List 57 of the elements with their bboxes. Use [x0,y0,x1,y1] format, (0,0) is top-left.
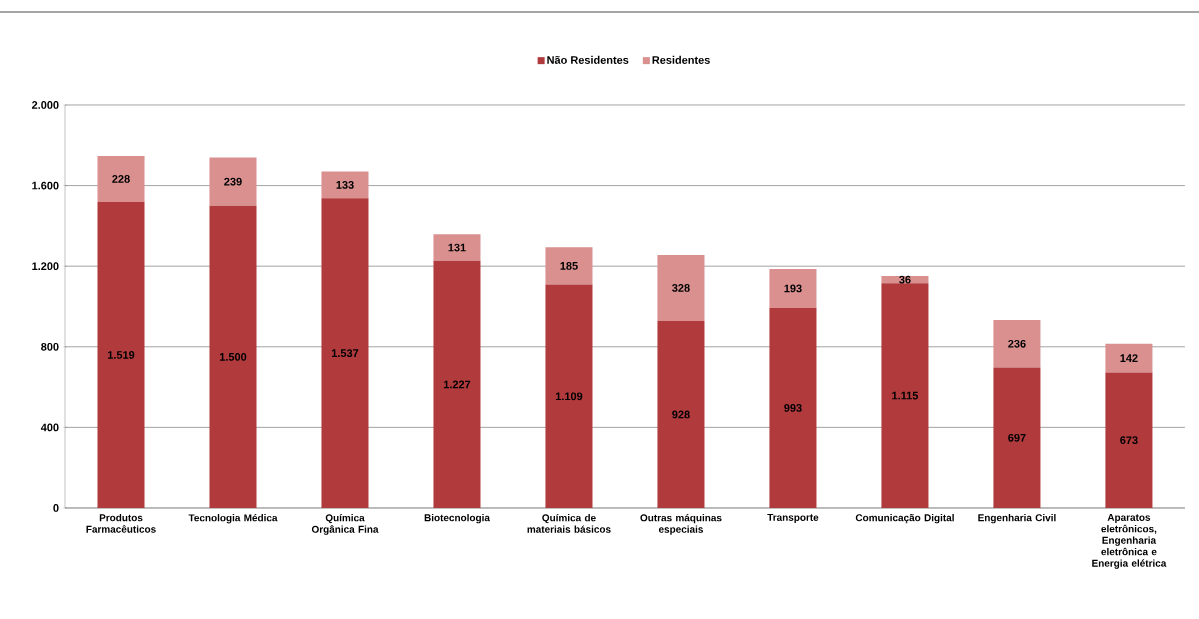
bar [657,254,705,321]
data-label: 131 [448,243,466,252]
x-tick-label: Outras máquinas especiais [640,513,722,535]
bar [545,284,593,508]
x-tick-label: Química de materiais básicos [527,513,611,533]
data-label: 1.115 [892,391,919,400]
x-tick-label: Tecnologia Médica [188,513,278,524]
x-tick-label: Comunicação Digital [855,513,954,524]
x-tick-label: Produtos Farmacêuticos [86,513,156,533]
data-label: 928 [672,410,690,419]
bar [321,171,369,199]
bar [209,205,257,508]
data-label: 36 [899,275,911,284]
y-tick-label: 800 [41,342,59,351]
y-tick-label: 400 [40,423,59,432]
legend-label: Não Residentes [547,55,629,64]
x-tick-label: Engenharia Civil [978,513,1056,524]
data-label: 673 [1120,436,1138,445]
bar [545,247,593,285]
x-tick-label: Química Orgânica Fina [311,513,379,535]
data-label: 1.500 [219,352,247,361]
bar [881,283,929,508]
data-label: 193 [784,284,802,293]
data-label: 1.227 [443,380,471,389]
y-tick-label: 0 [53,504,59,512]
bar [769,269,817,308]
bar [993,319,1041,368]
bar [993,367,1041,508]
data-label: 1.109 [555,392,583,401]
bar [97,201,145,508]
bar [433,260,481,508]
x-tick-label: Biotecnologia [424,513,490,524]
bar [321,198,369,508]
data-label: 239 [224,177,242,186]
data-label: 142 [1120,354,1138,362]
data-label: 228 [112,175,130,183]
x-tick-label: Transporte [767,513,819,523]
data-label: 236 [1008,339,1026,348]
data-label: 328 [672,284,690,292]
bar [209,157,257,206]
data-label: 1.537 [331,349,359,358]
data-label: 133 [336,181,354,189]
x-tick-label: Aparatos eletrônicos, Engenharia eletrônica e Energia elétrica [1092,513,1167,569]
bar [1105,372,1153,508]
data-label: 185 [560,262,578,270]
data-label: 1.519 [107,351,135,359]
y-tick-label: 1.200 [32,262,59,271]
bar [97,155,145,202]
data-label: 993 [784,404,802,412]
bar [769,307,817,508]
legend-label: Residentes [652,55,710,64]
bar [433,234,481,261]
data-label: 697 [1008,433,1026,442]
y-tick-label: 2.000 [31,101,59,109]
bar [1105,343,1153,373]
y-tick-label: 1.600 [32,181,59,190]
bar [657,320,705,508]
